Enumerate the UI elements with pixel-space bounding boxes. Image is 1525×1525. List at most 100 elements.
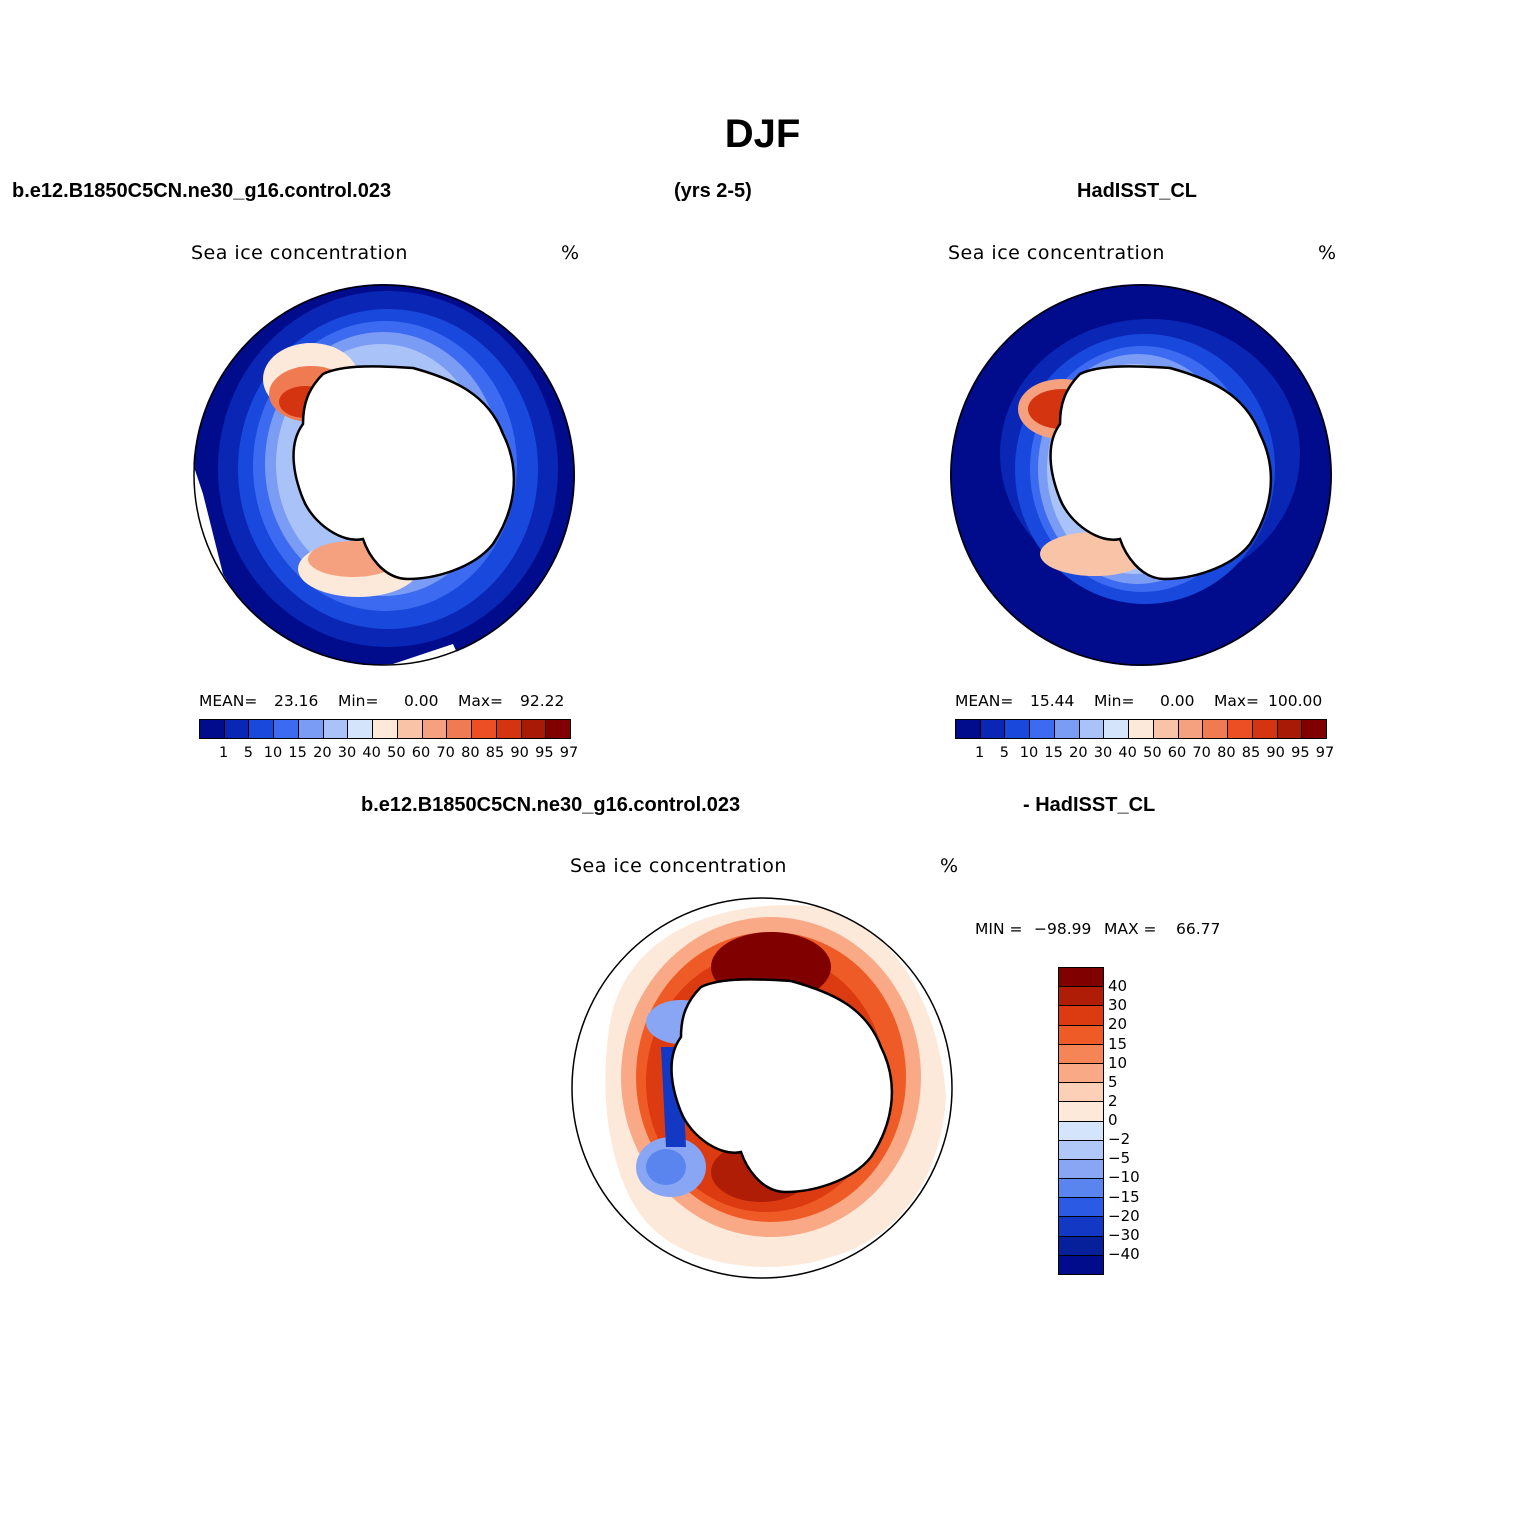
- diff-panel-title: Sea ice concentration: [570, 855, 787, 877]
- model-min-label: Min=: [338, 692, 379, 710]
- diff-colorbar-tick-label: 40: [1108, 977, 1128, 996]
- obs-colorbar-box: [1228, 720, 1253, 738]
- diff-max-label: MAX =: [1104, 920, 1157, 938]
- model-colorbar-box: [496, 720, 522, 738]
- model-colorbar-tick-label: 50: [387, 745, 406, 761]
- diff-colorbar-box: [1059, 1255, 1103, 1274]
- obs-colorbar-tick-label: 60: [1167, 745, 1187, 761]
- obs-panel-title: Sea ice concentration: [948, 242, 1165, 264]
- obs-colorbar-box: [1079, 720, 1105, 738]
- model-max-value: 92.22: [520, 692, 565, 710]
- diff-colorbar-tick-label: −10: [1108, 1168, 1140, 1187]
- diff-colorbar-box: [1059, 1179, 1103, 1199]
- obs-colorbar-box: [1277, 720, 1303, 738]
- diff-colorbar-tick-label: 20: [1108, 1015, 1128, 1034]
- diff-colorbar-tick-label: −15: [1108, 1187, 1140, 1206]
- diff-colorbar-tick-label: 0: [1108, 1111, 1118, 1129]
- model-colorbar-box: [249, 720, 275, 738]
- diff-colorbar-tick-label: 2: [1108, 1091, 1118, 1110]
- diff-colorbar-tick-label: −2: [1108, 1130, 1131, 1149]
- model-colorbar-tick-label: 30: [337, 745, 357, 761]
- model-colorbar-box: [521, 720, 547, 738]
- obs-mean-value: 15.44: [1030, 692, 1075, 710]
- obs-colorbar-box: [1252, 720, 1278, 738]
- model-colorbar-box: [298, 720, 324, 738]
- obs-colorbar-box: [1005, 720, 1031, 738]
- diff-colorbar-box: [1059, 1159, 1103, 1180]
- model-colorbar-box: [348, 720, 374, 738]
- diff-panel-units: %: [940, 855, 959, 877]
- model-colorbar-tick-label: 60: [411, 745, 431, 761]
- diff-case-label: b.e12.B1850C5CN.ne30_g16.control.023: [361, 794, 741, 816]
- obs-max-label: Max=: [1214, 692, 1260, 710]
- obs-colorbar-box: [1030, 720, 1055, 738]
- obs-colorbar-box: [1178, 720, 1204, 738]
- model-colorbar-tick-label: 80: [461, 745, 480, 761]
- obs-colorbar-labels: 1 5 10 15 20 30 40 50 60 70 80 85 90 95 97: [955, 745, 1334, 763]
- obs-colorbar-tick-label: 95: [1291, 745, 1310, 761]
- figure-title: DJF: [724, 112, 801, 156]
- obs-min-label: Min=: [1094, 692, 1135, 710]
- diff-colorbar: [1058, 967, 1104, 1275]
- diff-colorbar-tick-label: 15: [1108, 1034, 1128, 1053]
- model-mean-value: 23.16: [274, 692, 319, 710]
- obs-colorbar-tick-label: 30: [1093, 745, 1113, 761]
- model-colorbar-tick-label: 15: [288, 745, 307, 761]
- diff-colorbar-tick-label: −20: [1108, 1206, 1140, 1225]
- obs-colorbar-tick-label: 97: [1315, 745, 1335, 761]
- case-name-label: b.e12.B1850C5CN.ne30_g16.control.023: [12, 180, 392, 202]
- obs-colorbar-box: [1153, 720, 1179, 738]
- model-colorbar-labels: 1 5 10 15 20 30 40 50 60 70 80 85 90 95 97: [199, 745, 578, 763]
- obs-colorbar-tick-label: 5: [999, 745, 1009, 761]
- diff-colorbar-box: [1059, 1140, 1103, 1160]
- model-colorbar-box: [447, 720, 473, 738]
- model-colorbar-tick-label: 40: [362, 745, 381, 761]
- model-colorbar-tick-label: 95: [535, 745, 554, 761]
- model-colorbar-tick-label: 20: [313, 745, 332, 761]
- diff-colorbar-box: [1059, 1006, 1103, 1026]
- diff-colorbar-tick-label: 5: [1108, 1072, 1118, 1091]
- diff-colorbar-tick-label: −30: [1108, 1225, 1140, 1244]
- model-colorbar-tick-label: 90: [510, 745, 529, 761]
- years-label: (yrs 2-5): [674, 180, 752, 202]
- model-colorbar-tick-label: 1: [219, 745, 229, 761]
- model-colorbar-tick-label: 70: [436, 745, 455, 761]
- model-colorbar-box: [373, 720, 398, 738]
- obs-colorbar-box: [1104, 720, 1130, 738]
- obs-colorbar-tick-label: 40: [1118, 745, 1137, 761]
- model-colorbar-box: [200, 720, 225, 738]
- model-colorbar-box: [422, 720, 448, 738]
- diff-polar-map: [571, 897, 953, 1279]
- diff-colorbar-box: [1059, 1044, 1103, 1064]
- obs-min-value: 0.00: [1160, 692, 1195, 710]
- obs-colorbar-tick-label: 1: [975, 745, 985, 761]
- obs-colorbar-box: [956, 720, 981, 738]
- model-colorbar: [199, 719, 571, 739]
- obs-colorbar-tick-label: 85: [1241, 745, 1261, 761]
- diff-colorbar-tick-label: 30: [1108, 996, 1128, 1015]
- diff-colorbar-box: [1059, 1102, 1103, 1122]
- obs-mean-label: MEAN=: [955, 692, 1014, 710]
- obs-colorbar-tick-label: 20: [1069, 745, 1088, 761]
- model-colorbar-tick-label: 85: [485, 745, 505, 761]
- diff-colorbar-box: [1059, 1121, 1103, 1141]
- obs-panel-units: %: [1318, 242, 1337, 264]
- model-colorbar-box: [224, 720, 250, 738]
- obs-colorbar-box: [1203, 720, 1229, 738]
- diff-min-value: −98.99: [1034, 920, 1092, 938]
- obs-colorbar-tick-label: 80: [1217, 745, 1236, 761]
- obs-max-value: 100.00: [1268, 692, 1323, 710]
- diff-colorbar-tick-label: −5: [1108, 1149, 1131, 1168]
- model-colorbar-tick-label: 5: [243, 745, 253, 761]
- model-panel-title: Sea ice concentration: [191, 242, 408, 264]
- model-colorbar-box: [323, 720, 349, 738]
- obs-colorbar-box: [1054, 720, 1080, 738]
- model-polar-map: [193, 284, 575, 666]
- model-mean-label: MEAN=: [199, 692, 258, 710]
- obs-colorbar-tick-label: 90: [1266, 745, 1285, 761]
- obs-colorbar-tick-label: 50: [1143, 745, 1162, 761]
- obs-colorbar-box: [1302, 720, 1327, 738]
- model-colorbar-box: [397, 720, 423, 738]
- diff-colorbar-box: [1059, 1063, 1103, 1084]
- obs-colorbar-tick-label: 10: [1019, 745, 1039, 761]
